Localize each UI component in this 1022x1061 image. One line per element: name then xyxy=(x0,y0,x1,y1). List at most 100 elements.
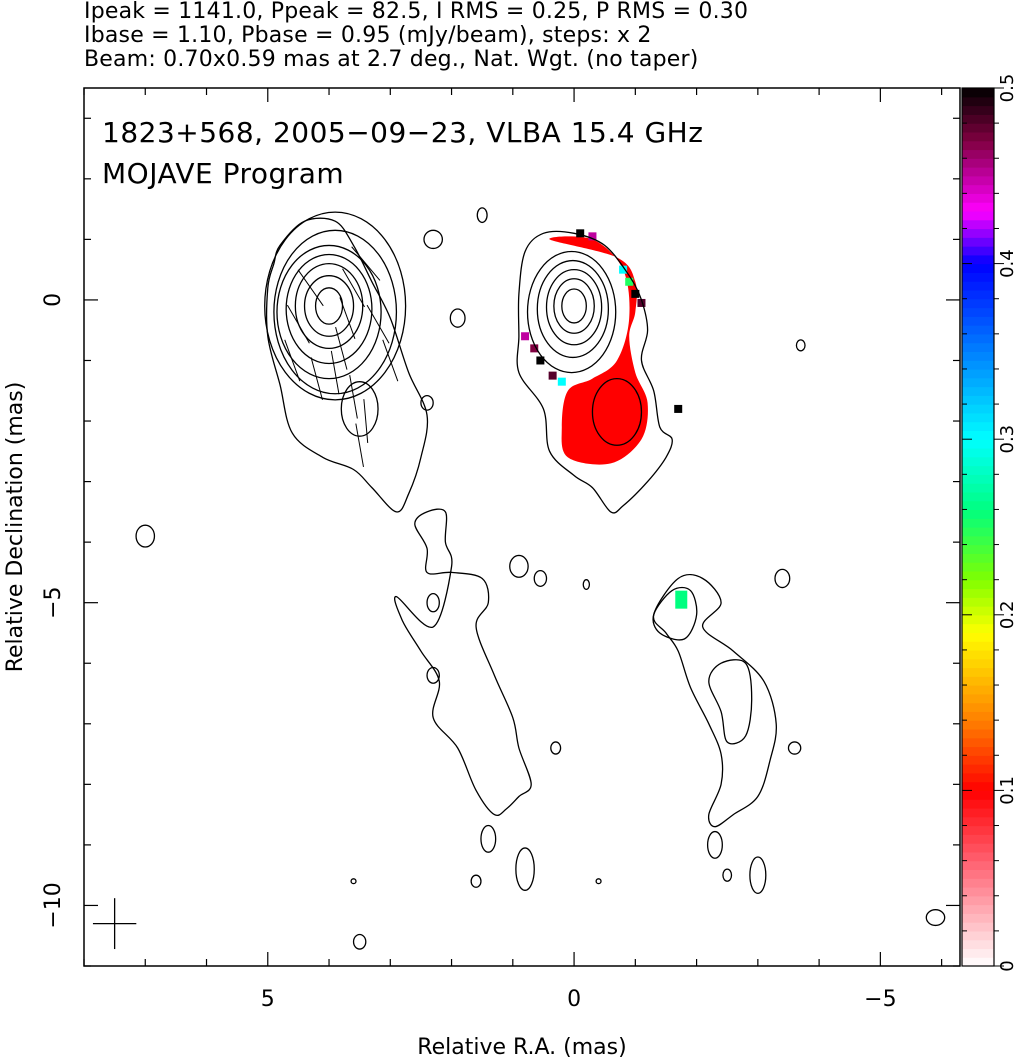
colorbar-tick-label: 0.1 xyxy=(997,776,1018,805)
colorbar-tick-label: 0.4 xyxy=(997,249,1018,278)
colorbar-swatch xyxy=(962,158,994,168)
colorbar-swatch xyxy=(962,728,994,739)
colorbar-swatch xyxy=(962,342,994,352)
evpa-tick xyxy=(335,326,348,370)
colorbar-swatch xyxy=(962,570,994,581)
polarization-pixel xyxy=(637,298,646,307)
contour-island xyxy=(470,874,482,888)
contour-island xyxy=(749,856,767,894)
contour-level xyxy=(285,253,373,365)
colorbar-swatch xyxy=(962,886,994,897)
colorbar-swatch xyxy=(962,404,994,414)
colorbar-swatch xyxy=(962,96,994,107)
colorbar-swatch xyxy=(962,597,994,607)
colorbar-swatch xyxy=(962,948,994,958)
colorbar-swatch xyxy=(962,860,994,871)
contour-jet-inner-right xyxy=(652,586,698,641)
contour-jet-outer-right xyxy=(652,574,778,828)
evpa-tick xyxy=(330,350,340,395)
colorbar-swatch xyxy=(962,553,994,563)
contour-island xyxy=(480,824,497,853)
colorbar-swatch xyxy=(962,421,994,432)
contour-level xyxy=(536,259,610,359)
colorbar-swatch xyxy=(962,939,994,950)
colorbar-swatch xyxy=(962,281,994,291)
colorbar-swatch xyxy=(962,395,994,405)
colorbar-swatch xyxy=(962,202,994,212)
evpa-tick xyxy=(286,304,310,344)
colorbar-swatch xyxy=(962,360,994,370)
colorbar-swatch xyxy=(962,105,994,115)
colorbar-swatch xyxy=(962,430,994,440)
colorbar-swatch xyxy=(962,298,994,309)
colorbar-swatch xyxy=(962,614,994,625)
colorbar-swatch xyxy=(962,474,994,484)
colorbar-tick-label: 0.5 xyxy=(997,74,1018,103)
colorbar-swatch xyxy=(962,957,994,967)
contour-island xyxy=(582,579,591,591)
colorbar-swatch xyxy=(962,333,994,344)
plot-frame xyxy=(83,87,961,967)
contour-level xyxy=(264,211,407,401)
y-tick-label: 0 xyxy=(41,293,66,307)
contour-level xyxy=(545,269,603,346)
evpa-tick xyxy=(339,297,356,339)
colorbar-swatch xyxy=(962,667,994,677)
colorbar-swatch xyxy=(962,562,994,572)
colorbar-swatch xyxy=(962,930,994,941)
colorbar-swatch xyxy=(962,149,994,159)
colorbar-swatch xyxy=(962,289,994,300)
contour-level xyxy=(273,229,398,395)
evpa-tick xyxy=(355,423,364,468)
x-axis-label: Relative R.A. (mas) xyxy=(417,1035,626,1060)
colorbar-swatch xyxy=(962,588,994,598)
colorbar-swatch xyxy=(962,711,994,721)
colorbar-swatch xyxy=(962,88,994,98)
polarization-pixel xyxy=(625,277,634,286)
colorbar-swatch xyxy=(962,491,994,502)
colorbar-swatch xyxy=(962,632,994,642)
colorbar-swatch xyxy=(962,219,994,230)
colorbar-swatch xyxy=(962,878,994,888)
colorbar-swatch xyxy=(962,544,994,554)
contour-level xyxy=(303,275,355,337)
colorbar-swatch xyxy=(962,658,994,669)
polarization-pixel xyxy=(548,371,557,380)
contour-island xyxy=(423,229,444,250)
colorbar-swatch xyxy=(962,263,994,273)
colorbar-swatch xyxy=(962,307,994,317)
colorbar-swatch xyxy=(962,799,994,809)
contour-island xyxy=(925,909,946,927)
contour-outer xyxy=(265,217,429,513)
colorbar-swatch xyxy=(962,755,994,765)
contour-level xyxy=(591,377,643,446)
evpa-tick xyxy=(351,246,381,281)
program-annotation: MOJAVE Program xyxy=(102,157,344,190)
colorbar-swatch xyxy=(962,527,994,537)
colorbar-swatch xyxy=(962,439,994,449)
evpa-tick xyxy=(310,357,323,401)
contour-level xyxy=(553,278,595,334)
colorbar-swatch xyxy=(962,184,994,194)
evpa-tick xyxy=(297,269,324,307)
axis-ticks: 5 0 −5 0 −5 −10 xyxy=(41,88,960,1012)
colorbar-swatch xyxy=(962,623,994,633)
colorbar-swatch xyxy=(962,693,994,704)
colorbar-swatch xyxy=(962,377,994,388)
contour-island xyxy=(787,741,802,755)
evpa-tick xyxy=(284,339,301,382)
colorbar-swatch xyxy=(962,456,994,467)
colorbar-swatch xyxy=(962,246,994,256)
contour-island xyxy=(533,569,548,587)
colorbar-swatch xyxy=(962,922,994,932)
colorbar-swatch xyxy=(962,228,994,238)
colorbar-swatch xyxy=(962,175,994,186)
colorbar-swatch xyxy=(962,869,994,879)
contour-level xyxy=(340,381,379,437)
contour-island xyxy=(426,666,440,684)
evpa-tick xyxy=(342,268,365,308)
polarization-pixel xyxy=(530,344,539,353)
colorbar-swatch xyxy=(962,518,994,528)
contour-level xyxy=(294,262,364,350)
